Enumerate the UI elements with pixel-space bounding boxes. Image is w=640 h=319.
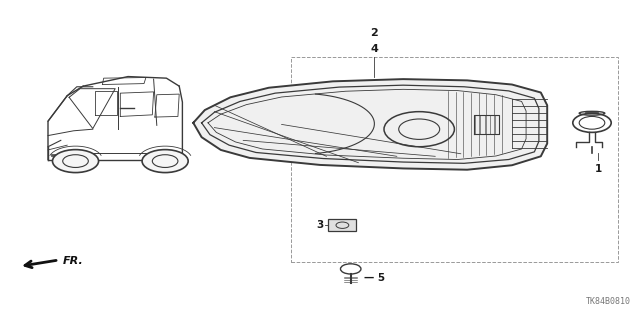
Circle shape [52,150,99,173]
Circle shape [142,150,188,173]
Text: 1: 1 [595,164,602,174]
Text: 4: 4 [371,44,378,55]
Text: — 5: — 5 [364,273,385,284]
Bar [291,57,618,262]
Text: 3: 3 [316,220,323,230]
Polygon shape [193,79,547,170]
Text: TK84B0810: TK84B0810 [586,297,630,306]
Bar [328,219,356,231]
Text: 2: 2 [371,28,378,39]
Text: FR.: FR. [63,256,83,266]
